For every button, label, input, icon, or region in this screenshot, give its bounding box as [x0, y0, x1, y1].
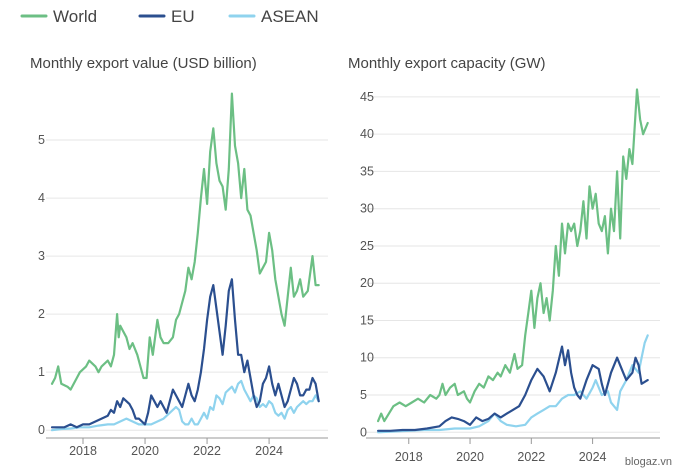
watermark: blogaz.vn [625, 456, 672, 468]
legend-label-asean: ASEAN [261, 7, 319, 26]
y-tick-label: 45 [360, 90, 374, 104]
y-tick-label: 4 [38, 191, 45, 205]
x-tick-label: 2018 [69, 444, 97, 458]
y-tick-label: 10 [360, 351, 374, 365]
x-tick-label: 2020 [131, 444, 159, 458]
series-line-asean [377, 334, 649, 434]
legend-label-eu: EU [171, 7, 195, 26]
x-tick-label: 2022 [517, 450, 545, 464]
y-tick-label: 0 [38, 423, 45, 437]
series-line-eu [50, 278, 320, 429]
x-tick-label: 2020 [456, 450, 484, 464]
grid [46, 139, 328, 431]
series-line-eu [377, 345, 649, 432]
y-tick-label: 15 [360, 313, 374, 327]
y-tick-label: 0 [360, 425, 367, 439]
right-chart-title: Monthly export capacity (GW) [348, 55, 546, 72]
grid [366, 96, 660, 433]
legend-label-world: World [53, 7, 97, 26]
x-tick-label: 2022 [193, 444, 221, 458]
y-tick-label: 25 [360, 239, 374, 253]
x-tick-label: 2018 [395, 450, 423, 464]
y-tick-label: 1 [38, 365, 45, 379]
y-tick-label: 2 [38, 307, 45, 321]
y-tick-label: 35 [360, 164, 374, 178]
y-tick-label: 5 [38, 133, 45, 147]
y-tick-label: 40 [360, 127, 374, 141]
left-chart-title: Monthly export value (USD billion) [30, 55, 257, 72]
series-line-world [50, 92, 320, 391]
right-chart-export-capacity: 0 5 10 15 20 25 30 35 40 45 2018 2020 2022 2024 [360, 88, 660, 464]
y-tick-label: 30 [360, 202, 374, 216]
y-tick-label: 3 [38, 249, 45, 263]
x-tick-label: 2024 [579, 450, 607, 464]
x-tick-label: 2024 [255, 444, 283, 458]
series-line-asean [50, 379, 320, 432]
y-tick-label: 5 [360, 388, 367, 402]
series-line-world [377, 88, 649, 423]
y-tick-label: 20 [360, 276, 374, 290]
left-chart-export-value: 0 1 2 3 4 5 2018 2020 2022 2024 [38, 92, 328, 458]
legend: World EU ASEAN [20, 7, 319, 26]
